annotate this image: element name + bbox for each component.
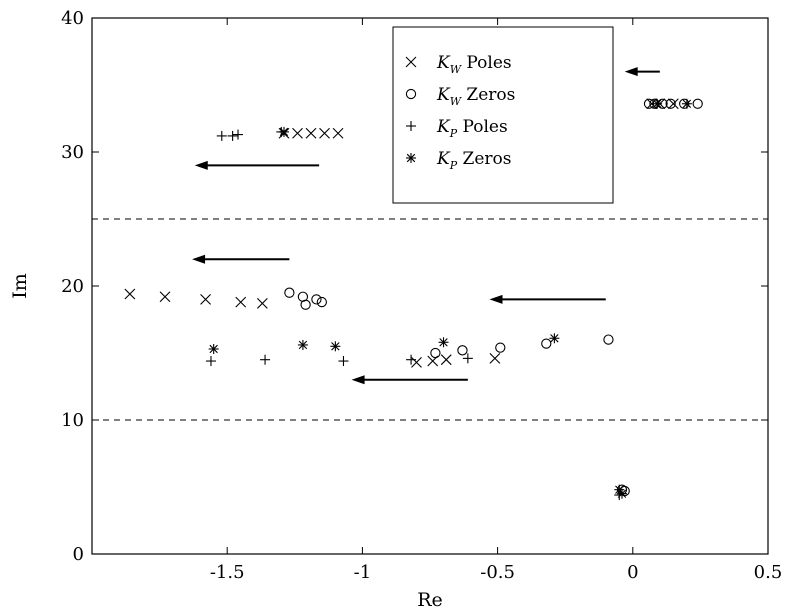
arrows [192,67,660,385]
data-point [440,354,452,366]
data-point [667,98,679,110]
data-point [311,294,322,305]
legend-label-text: Poles [457,117,508,137]
data-point [227,130,238,141]
data-point [692,98,703,109]
data-point [233,129,244,140]
legend-marker [406,121,416,131]
data-point [495,342,506,353]
data-point [330,341,341,352]
direction-arrow [194,160,320,170]
data-point [278,126,289,137]
data-point [305,127,317,139]
y-tick-label: 40 [61,8,84,29]
legend-label-main: K [436,85,451,105]
data-point [549,333,560,344]
legend-label-main: K [436,53,451,73]
axis-ticks: -1.5 -1 -0.5 0 0.5 0 10 20 30 40 [61,8,782,583]
data-point [489,352,501,364]
legend-label-sub: W [450,63,463,76]
legend-label-text: Poles [461,53,512,73]
legend-marker [406,153,416,163]
data-point [665,98,676,109]
data-point [438,337,449,348]
legend-label-main: K [436,117,451,137]
y-tick-label: 0 [73,544,84,565]
x-tick-label: 0.5 [754,562,783,583]
y-tick-label: 30 [61,142,84,163]
legend-entry: KP Poles [406,117,508,140]
data-point [316,296,327,308]
data-point [319,127,330,139]
x-axis-label: Re [417,589,443,611]
legend-label-main: K [436,149,451,169]
legend-label-text: Zeros [461,85,515,105]
legend-entry: KW Poles [405,53,512,76]
legend-box [392,26,614,204]
data-point [256,298,268,309]
direction-arrow [351,375,468,385]
data-point [292,127,303,139]
legend-label-sub: P [449,127,458,140]
legend-marker [405,88,417,100]
x-tick-label: -0.5 [480,562,515,583]
data-point [616,488,627,499]
legend-label-sub: P [449,159,458,172]
data-point [297,339,308,350]
data-point [216,130,227,141]
legend-marker [405,56,417,68]
data-point [338,356,349,367]
data-point [284,287,295,298]
x-tick-label: -1 [354,562,372,583]
legend-label: KW Zeros [436,85,515,108]
data-point [332,127,344,139]
data-point [681,98,692,109]
series-k-p-zeros [208,98,692,499]
data-point [652,98,663,109]
y-axis-label: Im [9,273,31,299]
x-tick-label: 0 [627,562,638,583]
data-point [124,288,136,300]
y-tick-label: 20 [61,276,84,297]
data-point [603,334,614,345]
data-point [406,354,417,365]
reference-lines [92,218,768,421]
legend-label: KP Zeros [436,149,511,172]
data-point [208,343,219,354]
legend-label: KW Poles [436,53,512,76]
direction-arrow [192,254,290,264]
legend-label: KP Poles [436,117,508,140]
x-tick-label: -1.5 [210,562,245,583]
direction-arrow [624,67,660,77]
data-point [411,356,422,368]
y-tick-label: 10 [61,410,84,431]
data-point [646,98,658,110]
legend-label-text: Zeros [457,149,511,169]
direction-arrow [489,294,606,304]
data-points [124,98,703,501]
data-point [200,294,211,305]
data-point [457,345,468,356]
data-point [205,356,216,367]
data-point [159,291,171,303]
data-point [235,296,247,308]
data-point [260,354,271,365]
legend-entry: KP Zeros [406,149,511,172]
data-point [300,299,311,310]
data-point [430,347,441,359]
data-point [541,338,552,349]
data-point [462,353,473,364]
legend-label-sub: W [450,95,463,108]
legend-entry: KW Zeros [405,85,515,108]
